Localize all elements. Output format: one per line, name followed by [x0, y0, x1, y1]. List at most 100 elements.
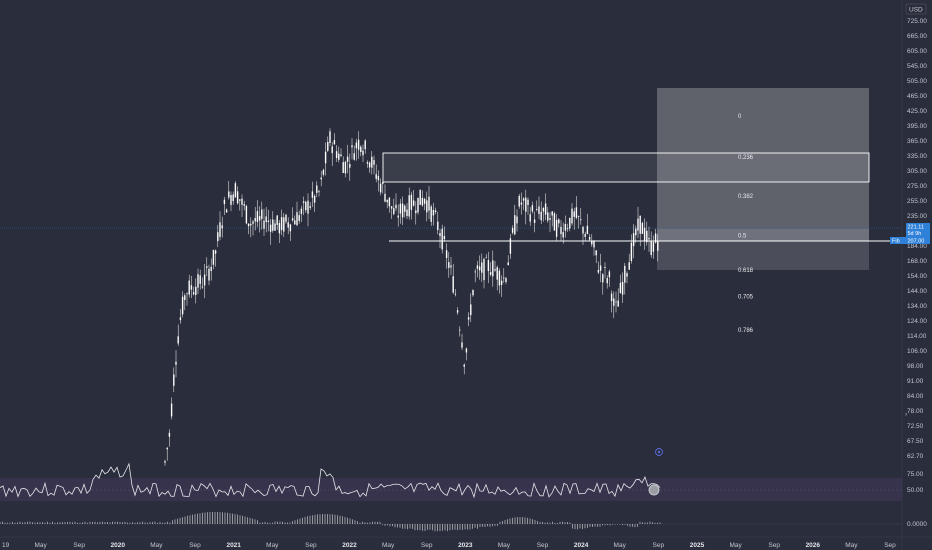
- candle-body: [333, 140, 336, 145]
- candle-body: [236, 191, 239, 204]
- candle-body: [560, 226, 562, 235]
- y-tick-label: 545.00: [907, 63, 927, 70]
- x-tick-label: 2022: [342, 542, 357, 549]
- fib-retracement[interactable]: [657, 88, 869, 270]
- candle-body: [243, 204, 245, 206]
- candle-body: [624, 265, 626, 283]
- candle-body: [338, 153, 340, 160]
- candle-body: [591, 240, 593, 245]
- x-tick-label: 19: [2, 542, 10, 549]
- candle-body: [276, 215, 278, 225]
- candle-body: [344, 161, 347, 174]
- candle-body: [529, 214, 531, 222]
- candle-body: [223, 199, 226, 205]
- fib-level-label: 0.705: [738, 294, 754, 300]
- candle-body: [650, 240, 652, 255]
- time-axis[interactable]: 19 May Sep 2020 May Sep 2021 May Sep 2022 May Sep 20…: [0, 536, 932, 549]
- candle-body: [483, 258, 485, 281]
- x-tick-label: 2024: [574, 542, 589, 549]
- candle-body: [184, 295, 186, 300]
- supply-zone-rect[interactable]: [382, 152, 870, 183]
- candle-body: [335, 151, 338, 158]
- candle-body: [437, 221, 439, 230]
- candle-body: [610, 293, 613, 302]
- candle-body: [247, 223, 250, 227]
- candle-body: [186, 293, 188, 295]
- candle-body: [619, 282, 622, 293]
- candle-body: [641, 222, 644, 234]
- candle-body: [516, 216, 518, 224]
- candle-body: [496, 267, 498, 280]
- candle-body: [555, 219, 558, 237]
- candle-body: [366, 162, 369, 164]
- candle-body: [210, 267, 212, 271]
- candle-body: [214, 250, 217, 254]
- candle-body: [597, 269, 600, 273]
- candle-body: [342, 162, 344, 173]
- candle-body: [267, 220, 270, 222]
- candle-body: [377, 176, 380, 181]
- price-axis[interactable]: USD 725.00 665.00 605.00 545.00 505.00 465.00…: [890, 0, 930, 550]
- x-tick-label: May: [845, 542, 858, 549]
- candle-body: [654, 233, 657, 243]
- y-tick-label: 184.00: [907, 243, 927, 250]
- candle-body: [386, 199, 388, 203]
- y-tick-label: 124.00: [907, 318, 927, 325]
- candle-body: [410, 194, 413, 210]
- candle-body: [613, 298, 615, 306]
- candle-body: [450, 265, 452, 268]
- y-tick-label: 395.00: [907, 123, 927, 130]
- candle-body: [360, 146, 362, 152]
- fib-current-zone: [657, 229, 869, 241]
- candle-body: [201, 286, 204, 288]
- candle-body: [269, 224, 272, 232]
- candle-body: [311, 191, 314, 198]
- y-tick-label: 335.00: [907, 153, 927, 160]
- candle-body: [258, 216, 261, 221]
- candle-body: [208, 268, 210, 281]
- candle-body: [228, 191, 230, 198]
- candle-body: [265, 216, 267, 223]
- currency-box[interactable]: [905, 3, 927, 15]
- candle-body: [630, 242, 633, 261]
- candle-body: [639, 215, 641, 234]
- candle-body: [573, 211, 575, 217]
- candle-body: [558, 219, 560, 224]
- candle-body: [329, 131, 331, 143]
- candle-body: [322, 169, 325, 175]
- volume-tick: 0.0000: [907, 521, 927, 528]
- y-tick-label: 665.00: [907, 33, 927, 40]
- candle-body: [646, 230, 648, 243]
- candle-body: [175, 361, 177, 365]
- candle-body: [419, 189, 421, 205]
- candle-body: [283, 217, 285, 232]
- candle-body: [498, 270, 501, 286]
- candle-body: [533, 219, 536, 223]
- candle-body: [434, 210, 437, 212]
- candle-body: [300, 208, 303, 214]
- fib-level-label: 0.382: [738, 194, 754, 200]
- y-tick-label: 91.00: [907, 378, 924, 385]
- candle-body: [448, 262, 450, 268]
- candle-body: [470, 304, 472, 316]
- candle-body: [606, 278, 608, 284]
- candle-body: [564, 224, 567, 231]
- candle-body: [575, 207, 578, 218]
- x-tick-label: Sep: [421, 542, 433, 549]
- candle-body: [346, 156, 349, 162]
- x-tick-label: May: [614, 542, 627, 549]
- candle-body: [278, 222, 281, 234]
- y-tick-label: 62.70: [907, 453, 924, 460]
- candle-body: [232, 194, 234, 202]
- candle-body: [538, 206, 540, 214]
- candle-body: [459, 329, 461, 331]
- candle-body: [586, 225, 589, 235]
- candle-body: [452, 276, 454, 293]
- candle-body: [320, 177, 322, 180]
- x-tick-label: Sep: [884, 542, 896, 549]
- candles: [164, 128, 659, 466]
- rsi-marker[interactable]: [648, 484, 660, 496]
- candle-body: [357, 139, 360, 150]
- candle-body: [316, 185, 318, 193]
